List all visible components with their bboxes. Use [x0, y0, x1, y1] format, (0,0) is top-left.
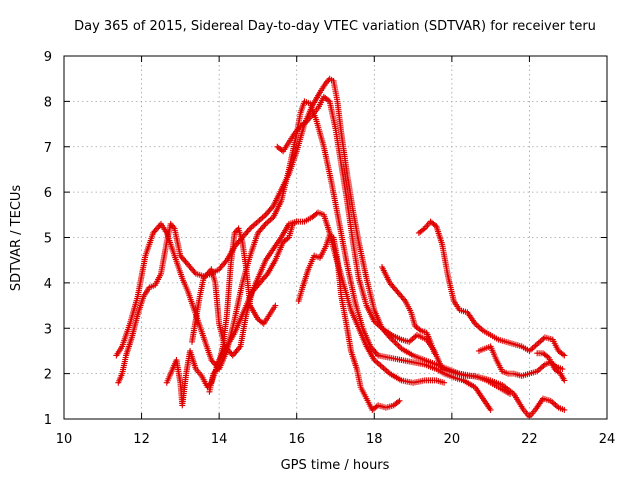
x-tick-label: 10 — [56, 432, 73, 447]
series-track-8 — [379, 263, 438, 357]
x-tick-label: 12 — [133, 432, 150, 447]
data-point — [396, 397, 403, 404]
chart-title: Day 365 of 2015, Sidereal Day-to-day VTE… — [74, 19, 596, 34]
x-tick-label: 20 — [444, 432, 461, 447]
x-tick-label: 18 — [366, 432, 383, 447]
data-point — [561, 352, 568, 359]
x-tick-label: 16 — [288, 432, 305, 447]
data-point — [441, 379, 448, 386]
data-point — [391, 338, 398, 345]
data-point — [507, 391, 514, 398]
y-axis-label: SDTVAR / TECUs — [9, 185, 24, 292]
y-tick-label: 2 — [44, 368, 52, 383]
x-tick-label: 14 — [211, 432, 228, 447]
data-point — [487, 406, 494, 413]
y-tick-label: 3 — [44, 322, 52, 337]
series-track-6 — [274, 93, 514, 398]
data-point — [272, 302, 279, 309]
y-tick-label: 7 — [44, 141, 52, 156]
series-track-5 — [206, 225, 279, 395]
data-point — [293, 218, 300, 225]
series-track-3 — [163, 209, 448, 409]
y-tick-label: 1 — [44, 413, 52, 428]
y-tick-label: 4 — [44, 277, 52, 292]
y-tick-label: 6 — [44, 186, 52, 201]
data-point — [392, 339, 399, 346]
series-track-2 — [115, 75, 568, 420]
data-marks — [113, 75, 568, 420]
data-point — [394, 341, 401, 348]
data-point — [561, 377, 568, 384]
series-track-11 — [534, 350, 568, 384]
y-tick-label: 9 — [44, 50, 52, 65]
data-point — [395, 342, 402, 349]
data-point — [561, 406, 568, 413]
series-track-9 — [415, 218, 568, 359]
x-tick-label: 24 — [599, 432, 616, 447]
y-tick-label: 5 — [44, 232, 52, 247]
y-tick-label: 8 — [44, 95, 52, 110]
data-point — [559, 366, 566, 373]
x-tick-label: 22 — [521, 432, 538, 447]
series-track-4 — [188, 218, 300, 359]
x-axis-label: GPS time / hours — [281, 458, 390, 473]
data-point — [431, 350, 438, 357]
series-track-7 — [295, 232, 403, 413]
